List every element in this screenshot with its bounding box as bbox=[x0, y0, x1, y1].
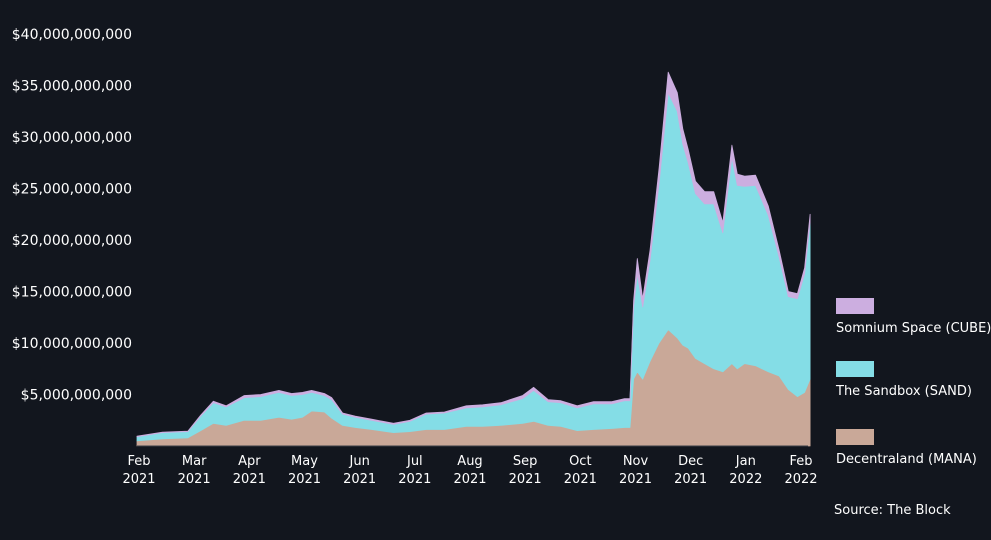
y-axis: $5,000,000,000 $10,000,000,000 $15,000,000… bbox=[12, 27, 132, 404]
y-tick-label: $30,000,000,000 bbox=[12, 130, 132, 146]
y-tick-label: $15,000,000,000 bbox=[12, 285, 132, 301]
x-tick-label: Mar 2021 bbox=[178, 454, 211, 487]
area-layer bbox=[136, 71, 811, 447]
legend-label-mana: Decentraland (MANA) bbox=[836, 452, 977, 467]
legend-label-cube: Somnium Space (CUBE) bbox=[836, 321, 991, 336]
x-tick-label: Apr 2021 bbox=[233, 454, 266, 487]
legend-swatch-cube bbox=[836, 298, 874, 314]
legend-item-cube: Somnium Space (CUBE) bbox=[836, 298, 991, 336]
legend-label-sand: The Sandbox (SAND) bbox=[836, 384, 972, 399]
x-tick-label: Feb 2021 bbox=[122, 454, 155, 487]
x-tick-label: Jan 2022 bbox=[729, 454, 762, 487]
x-tick-label: Feb 2022 bbox=[784, 454, 817, 487]
x-tick-label: Jun 2021 bbox=[343, 454, 376, 487]
source-note: Source: The Block bbox=[834, 503, 951, 518]
area-series-cube bbox=[136, 71, 811, 438]
legend-swatch-sand bbox=[836, 361, 874, 377]
y-tick-label: $25,000,000,000 bbox=[12, 182, 132, 198]
legend-item-sand: The Sandbox (SAND) bbox=[836, 361, 972, 399]
x-tick-label: Dec 2021 bbox=[674, 454, 707, 487]
y-tick-label: $40,000,000,000 bbox=[12, 27, 132, 43]
legend-swatch-mana bbox=[836, 429, 874, 445]
x-tick-label: Jul 2021 bbox=[398, 454, 431, 487]
y-tick-label: $35,000,000,000 bbox=[12, 79, 132, 95]
y-tick-label: $10,000,000,000 bbox=[12, 336, 132, 352]
x-tick-label: May 2021 bbox=[288, 454, 321, 487]
x-tick-label: Sep 2021 bbox=[509, 454, 542, 487]
y-tick-label: $5,000,000,000 bbox=[21, 388, 132, 404]
x-tick-label: Nov 2021 bbox=[619, 454, 652, 487]
x-tick-label: Aug 2021 bbox=[453, 454, 486, 487]
y-tick-label: $20,000,000,000 bbox=[12, 233, 132, 249]
legend-item-mana: Decentraland (MANA) bbox=[836, 429, 977, 467]
x-tick-label: Oct 2021 bbox=[564, 454, 597, 487]
x-axis: Feb 2021 Mar 2021 Apr 2021 May 2021 Jun 2021 Jul 20… bbox=[122, 454, 817, 487]
